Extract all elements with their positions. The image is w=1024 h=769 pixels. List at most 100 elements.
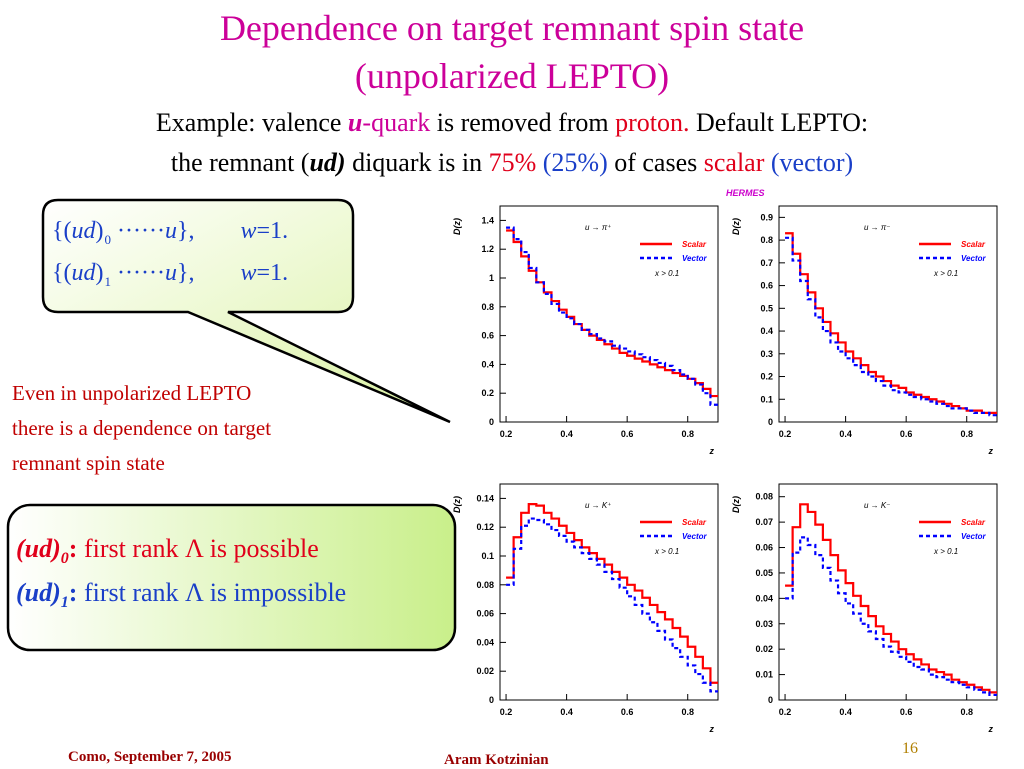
note-line3: remnant spin state	[12, 451, 165, 475]
y-tick-label: 0	[489, 695, 494, 705]
conclusion-row-scalar: (ud)0: first rank Λ is possible	[16, 534, 319, 568]
conclusion-sub: 0	[60, 550, 69, 568]
y-tick-label: 1	[489, 273, 494, 283]
hermes-label: HERMES	[726, 188, 765, 198]
legend-label: Vector	[682, 254, 707, 263]
x-tick-label: 0.4	[560, 707, 573, 717]
y-tick-label: 0.2	[481, 388, 494, 398]
subtitle-diquark: diquark is in	[352, 148, 483, 177]
subtitle-ud: ud)	[309, 148, 346, 177]
x-tick-label: 0.8	[960, 429, 973, 439]
legend-label: Vector	[961, 254, 986, 263]
panel-title: u → K⁻	[864, 501, 890, 510]
plot-frame	[778, 205, 998, 423]
legend-label: Scalar	[682, 240, 707, 249]
y-tick-label: 0.08	[755, 492, 773, 502]
conclusion-box	[6, 503, 457, 652]
cut-label: x > 0.1	[933, 547, 958, 556]
legend-label: Scalar	[961, 240, 986, 249]
conclusion-text: first rank Λ is impossible	[83, 578, 347, 607]
x-tick-label: 0.8	[681, 707, 694, 717]
chart-panel: 0 0.02 0.04 0.06 0.08 0.1 0.12 0.14 0.2 0.4 0.6 0.8…	[452, 483, 719, 734]
x-tick-label: 0.4	[560, 429, 573, 439]
panel-title: u → π⁻	[864, 223, 890, 232]
y-tick-label: 0.4	[760, 326, 773, 336]
subtitle-line2: the remnant (ud) diquark is in 75% (25%)…	[0, 148, 1024, 178]
x-tick-label: 0.4	[839, 429, 852, 439]
y-tick-label: 0	[489, 417, 494, 427]
panel-title: u → π⁺	[585, 223, 611, 232]
x-tick-label: 0.2	[779, 429, 792, 439]
subtitle-remnant: the remnant (	[170, 148, 310, 177]
formula-row-vector: {(ud)1 ······u}, w=1.	[52, 260, 288, 289]
formula-w: w	[240, 260, 257, 286]
plot-frame	[499, 483, 719, 701]
x-axis-label: z	[988, 446, 994, 456]
series-line-vector	[785, 236, 997, 417]
formula-ud: ud	[71, 218, 96, 244]
y-tick-label: 1.2	[481, 244, 494, 254]
series-line-vector	[506, 226, 718, 406]
y-tick-label: 0.02	[755, 644, 773, 654]
y-tick-label: 0.1	[481, 551, 494, 561]
x-tick-label: 0.2	[500, 707, 513, 717]
subtitle-proton: proton.	[615, 108, 690, 137]
y-tick-label: 0.6	[760, 281, 773, 291]
y-axis-label: D(z)	[731, 496, 741, 513]
y-tick-label: 0.01	[755, 670, 773, 680]
speech-bubble	[41, 198, 451, 424]
y-tick-label: 0.04	[476, 637, 494, 647]
y-tick-label: 0.7	[760, 258, 773, 268]
page-number: 16	[902, 740, 918, 757]
y-tick-label: 0	[768, 695, 773, 705]
y-tick-label: 0.8	[760, 235, 773, 245]
formula-eq: =	[256, 260, 271, 286]
formula-dots: ······	[117, 218, 165, 244]
subtitle-line1: Example: valence u-quark is removed from…	[0, 108, 1024, 138]
formula-end: },	[176, 260, 195, 286]
y-tick-label: 0.06	[755, 543, 773, 553]
x-axis-label: z	[709, 724, 715, 734]
slide-title-line1: Dependence on target remnant spin state	[219, 8, 805, 48]
legend-label: Vector	[682, 532, 707, 541]
y-tick-label: 0.03	[755, 619, 773, 629]
y-tick-label: 1.4	[481, 215, 494, 225]
formula-u: u	[164, 260, 177, 286]
formula-sub: 1	[104, 274, 112, 289]
y-tick-label: 0.04	[755, 593, 773, 603]
cut-label: x > 0.1	[933, 269, 958, 278]
chart-panel: 0 0.2 0.4 0.6 0.8 1 1.2 1.4 0.2 0.4 0.6 0.8 D(z) z u →…	[452, 205, 719, 456]
conclusion-sub: 1	[60, 594, 69, 612]
y-tick-label: 0.14	[476, 493, 494, 503]
y-tick-label: 0.08	[476, 580, 494, 590]
subtitle-25: (25%)	[542, 148, 608, 177]
conclusion-colon: :	[68, 578, 78, 607]
legend-label: Scalar	[682, 518, 707, 527]
subtitle-example: Example: valence	[155, 108, 342, 137]
cut-label: x > 0.1	[654, 547, 679, 556]
y-axis-label: D(z)	[452, 496, 462, 513]
x-axis-label: z	[709, 446, 715, 456]
x-tick-label: 0.4	[839, 707, 852, 717]
series-line-scalar	[506, 503, 718, 684]
series-line-vector	[506, 517, 718, 693]
formula-eq: =	[256, 218, 271, 244]
series-line-vector	[785, 536, 997, 697]
x-tick-label: 0.2	[779, 707, 792, 717]
x-tick-label: 0.8	[681, 429, 694, 439]
subtitle-of-cases: of cases	[614, 148, 698, 177]
note-line1: Even in unpolarized LEPTO	[12, 381, 252, 405]
chart-panel: 0 0.1 0.2 0.3 0.4 0.5 0.6 0.7 0.8 0.9 0.2 0.4 0.6 0.8…	[731, 205, 998, 456]
conclusion-text: first rank Λ is possible	[83, 534, 319, 563]
formula-open: {(	[52, 218, 72, 244]
formula-ud: ud	[71, 260, 96, 286]
y-tick-label: 0.07	[755, 517, 773, 527]
x-tick-label: 0.8	[960, 707, 973, 717]
x-tick-label: 0.6	[621, 707, 634, 717]
subtitle-75: 75%	[488, 148, 537, 177]
formula-w: w	[240, 218, 257, 244]
y-tick-label: 0.05	[755, 568, 773, 578]
legend-label: Scalar	[961, 518, 986, 527]
dependence-note: Even in unpolarized LEPTO there is a dep…	[12, 376, 271, 481]
x-axis-label: z	[988, 724, 994, 734]
